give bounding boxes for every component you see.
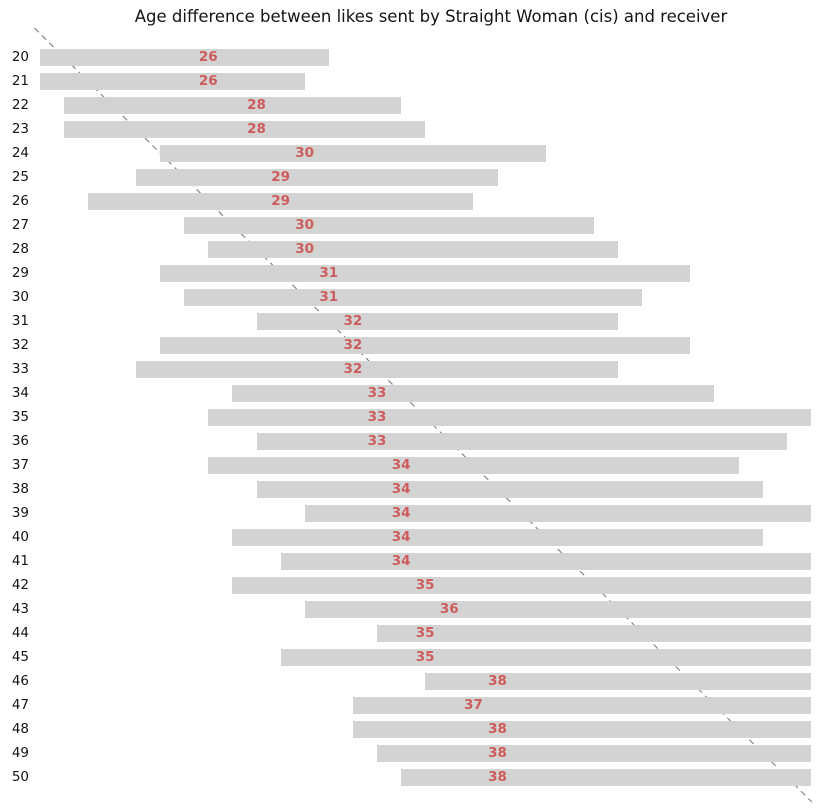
median-age-label: 28 — [247, 96, 266, 113]
median-age-label: 29 — [271, 192, 290, 209]
y-tick-label: 31 — [11, 312, 29, 329]
age-range-bar — [256, 432, 787, 450]
median-age-label: 34 — [391, 504, 411, 521]
median-age-label: 38 — [488, 672, 507, 689]
age-range-bar — [304, 504, 811, 522]
age-range-bar — [63, 96, 402, 114]
median-age-label: 32 — [343, 312, 363, 329]
median-age-label: 34 — [391, 552, 411, 569]
median-age-label: 38 — [488, 744, 507, 761]
y-tick-label: 44 — [11, 624, 29, 641]
median-age-label: 26 — [198, 72, 218, 89]
age-range-bar — [136, 360, 619, 378]
age-range-bar — [232, 576, 811, 594]
age-range-bar — [184, 216, 594, 234]
y-tick-label: 46 — [11, 672, 29, 689]
median-age-label: 31 — [319, 264, 339, 281]
y-tick-label: 30 — [11, 288, 29, 305]
median-age-label: 33 — [367, 384, 387, 401]
y-tick-label: 28 — [11, 240, 29, 257]
median-age-label: 38 — [488, 720, 507, 737]
median-age-label: 34 — [391, 528, 411, 545]
median-age-label: 35 — [415, 648, 435, 665]
y-tick-label: 25 — [11, 168, 29, 185]
y-tick-label: 39 — [11, 504, 29, 521]
y-tick-label: 21 — [11, 72, 29, 89]
age-range-bar — [136, 168, 498, 186]
median-age-label: 30 — [295, 144, 315, 161]
y-tick-label: 29 — [11, 264, 29, 281]
age-range-bar — [352, 720, 811, 738]
y-tick-label: 37 — [11, 456, 29, 473]
median-age-label: 35 — [415, 624, 435, 641]
median-age-label: 35 — [415, 576, 435, 593]
y-tick-label: 42 — [11, 576, 29, 593]
age-range-bar — [256, 480, 763, 498]
y-tick-label: 48 — [11, 720, 29, 737]
y-tick-label: 26 — [11, 192, 29, 209]
age-range-bar — [425, 672, 811, 690]
age-range-bar — [160, 144, 546, 162]
median-age-label: 26 — [198, 48, 218, 65]
age-range-bar — [280, 552, 811, 570]
age-range-bar — [39, 72, 305, 90]
age-range-bar — [256, 312, 619, 330]
y-tick-label: 50 — [11, 768, 29, 785]
median-age-label: 34 — [391, 480, 411, 497]
median-age-label: 32 — [343, 360, 363, 377]
median-age-label: 28 — [247, 120, 266, 137]
median-age-label: 33 — [367, 408, 387, 425]
age-range-bar — [232, 528, 763, 546]
age-range-bar — [304, 600, 811, 618]
y-tick-label: 33 — [11, 360, 29, 377]
y-tick-label: 34 — [11, 384, 29, 401]
y-tick-label: 23 — [11, 120, 29, 137]
age-range-bar — [87, 192, 474, 210]
y-tick-label: 27 — [11, 216, 29, 233]
age-range-bar — [208, 240, 619, 258]
median-age-label: 31 — [319, 288, 339, 305]
age-range-bar — [208, 456, 739, 474]
median-age-label: 32 — [343, 336, 363, 353]
age-range-bar — [352, 696, 811, 714]
median-age-label: 36 — [439, 600, 459, 617]
age-range-bar — [160, 336, 691, 354]
y-tick-label: 32 — [11, 336, 29, 353]
median-age-label: 34 — [391, 456, 411, 473]
y-tick-label: 43 — [11, 600, 29, 617]
age-range-bar — [39, 48, 329, 66]
y-tick-label: 20 — [11, 48, 29, 65]
median-age-label: 33 — [367, 432, 387, 449]
age-range-bar — [208, 408, 811, 426]
median-age-label: 29 — [271, 168, 290, 185]
median-age-label: 37 — [463, 696, 483, 713]
y-tick-label: 47 — [11, 696, 29, 713]
age-range-bar — [280, 648, 811, 666]
y-tick-label: 35 — [11, 408, 29, 425]
age-range-bar — [377, 624, 811, 642]
y-tick-label: 40 — [11, 528, 29, 545]
age-range-bar — [184, 288, 643, 306]
y-tick-label: 45 — [11, 648, 29, 665]
age-range-bar — [401, 768, 811, 786]
age-range-bar — [160, 264, 691, 282]
y-tick-label: 24 — [11, 144, 29, 161]
age-range-bar — [377, 744, 811, 762]
chart-title: Age difference between likes sent by Str… — [134, 7, 728, 26]
age-range-bar — [232, 384, 715, 402]
median-age-label: 30 — [295, 216, 315, 233]
y-tick-label: 49 — [11, 744, 29, 761]
median-age-label: 38 — [488, 768, 507, 785]
y-tick-label: 38 — [11, 480, 29, 497]
y-tick-label: 41 — [11, 552, 29, 569]
age-range-bar — [63, 120, 426, 138]
median-age-label: 30 — [295, 240, 315, 257]
y-tick-label: 22 — [11, 96, 29, 113]
y-tick-label: 36 — [11, 432, 29, 449]
